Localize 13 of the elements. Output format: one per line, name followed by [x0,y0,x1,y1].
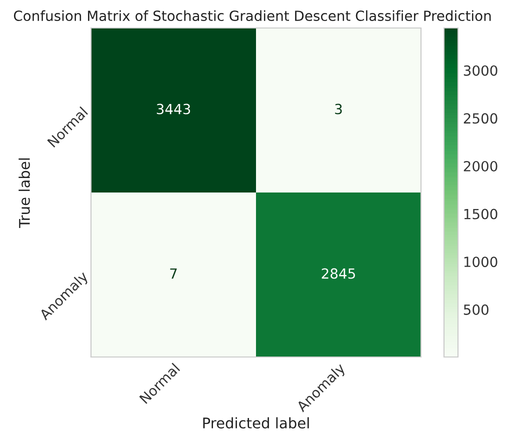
data-label: 3 [335,104,342,114]
color-bar-label: 500 [464,304,488,315]
color-bar-label: 2000 [464,160,498,172]
color-bar-label: 1000 [464,256,498,268]
color-bar-label: 3000 [464,65,498,76]
data-label: 3443 [156,104,190,114]
x-axis-title: Predicted label [203,417,309,429]
color-bar-label: 2500 [464,113,498,124]
data-label: 7 [170,268,177,279]
color-bar-label: 1500 [464,208,498,220]
data-label: 2845 [322,268,355,279]
chart-title: Confusion Matrix of Stochastic Gradient Descent Classifier Prediction [14,10,491,22]
y-axis-title: True label [18,158,30,228]
